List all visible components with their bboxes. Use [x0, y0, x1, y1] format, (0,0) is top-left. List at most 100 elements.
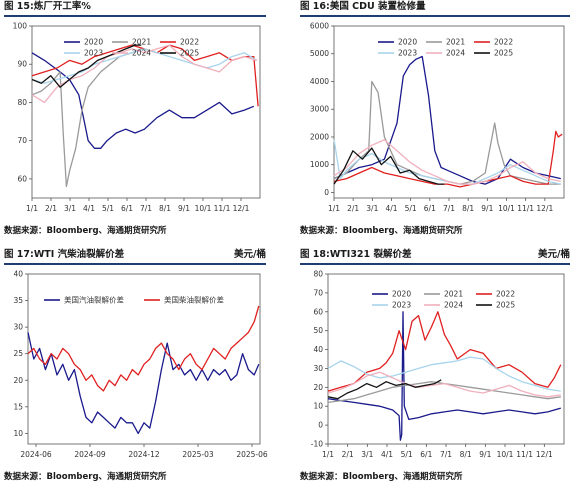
y-tick-label: 50: [313, 326, 323, 335]
series-line-2025: [31, 44, 142, 88]
series-line-2022: [327, 311, 562, 392]
x-tick-label: 3/1: [64, 204, 76, 213]
legend-label: 2025: [494, 49, 513, 58]
data-source: 数据来源：Bloomberg、海通期货研究所: [300, 472, 463, 482]
legend-label: 2025: [180, 49, 199, 58]
x-tick-label: 11/1: [214, 204, 231, 213]
series-line-2024: [327, 371, 561, 398]
series-line-2025: [333, 147, 445, 185]
series-line-2023: [31, 48, 258, 84]
legend-label: 2020: [398, 38, 417, 47]
x-tick-label: 5/1: [102, 204, 114, 213]
chart-panel-refinery-utilization: 图 15:炼厂开工率% 60 70 80 90 100 1/1 2/1 3/1 4/1 5/1 6/…: [4, 0, 266, 240]
series-line-美国柴油裂解价差: [27, 305, 260, 392]
x-tick-label: 4/1: [83, 204, 95, 213]
x-tick-label: 8/1: [159, 204, 171, 213]
y-tick-label: 30: [13, 323, 23, 332]
x-tick-label: 3/1: [366, 204, 378, 213]
legend-label: 2024: [132, 49, 151, 58]
title-rule: [4, 263, 266, 265]
chart-panel-wti-gasoline-diesel-crack: 图 17:WTI 汽柴油裂解价差 美元/桶 10 15 20 25 30 35 40 2024…: [4, 248, 268, 484]
legend-label: 2022: [180, 38, 199, 47]
x-tick-label: 8/1: [462, 204, 474, 213]
x-tick-label: 2/1: [347, 204, 359, 213]
y-tick-label: 6000: [310, 22, 329, 31]
panel-title: 图 15:炼厂开工率%: [4, 1, 91, 12]
x-tick-label: 2/1: [342, 450, 354, 459]
legend-label: 2025: [496, 301, 515, 310]
x-tick-label: 6/1: [121, 204, 133, 213]
unit-label: 美元/桶: [234, 249, 266, 260]
x-tick-label: 7/1: [440, 450, 452, 459]
legend-label: 2021: [132, 38, 151, 47]
series-line-2023: [327, 356, 561, 392]
series-line-2024: [333, 139, 561, 185]
x-tick-label: 9/1: [481, 204, 493, 213]
legend-label: 美国汽油裂解价差: [64, 295, 124, 305]
y-tick-label: 70: [313, 288, 323, 297]
x-tick-label: 3/1: [361, 450, 373, 459]
x-tick-label: 1/1: [328, 204, 340, 213]
title-rule: [300, 15, 570, 17]
x-tick-label: 4/1: [385, 204, 397, 213]
legend-label: 2024: [446, 49, 465, 58]
title-rule: [300, 263, 570, 265]
legend-label: 2020: [84, 38, 103, 47]
legend-label: 2023: [84, 49, 103, 58]
y-tick-label: 35: [13, 296, 23, 305]
panel-title: 图 17:WTI 汽柴油裂解价差: [4, 249, 125, 260]
x-tick-label: 6/1: [424, 204, 436, 213]
x-tick-label: 9/1: [178, 204, 190, 213]
y-tick-label: 4000: [310, 77, 329, 86]
y-tick-label: 3000: [310, 105, 329, 114]
legend-label: 2024: [444, 301, 463, 310]
series-line-2021: [31, 48, 142, 188]
series-line-美国汽油裂解价差: [27, 332, 260, 435]
series-line-2025: [327, 379, 442, 400]
x-tick-label: 1/1: [26, 204, 38, 213]
y-tick-label: 10: [13, 429, 23, 438]
x-tick-label: 8/1: [460, 450, 472, 459]
data-source: 数据来源：Bloomberg、海通期货研究所: [4, 472, 167, 482]
legend-label: 2020: [392, 290, 411, 299]
x-tick-label: 2025-06: [236, 450, 268, 459]
series-line-2020: [31, 52, 255, 149]
y-tick-label: 1000: [310, 160, 329, 169]
x-tick-label: 1/1: [322, 450, 334, 459]
chart-panel-wti321-crack: 图 18:WTI321 裂解价差 美元/桶 -10 0 10 20 30 40 50 60 70…: [300, 248, 570, 484]
legend-label: 美国柴油裂解价差: [164, 295, 224, 305]
legend-label: 2023: [392, 301, 411, 310]
x-tick-label: 12/1: [536, 450, 553, 459]
line-chart: 0 1000 2000 3000 4000 5000 6000 1/1 2/1 3/1 4/1 5/1…: [310, 22, 565, 213]
y-tick-label: 90: [17, 60, 27, 69]
legend-label: 2021: [446, 38, 465, 47]
x-tick-label: 5/1: [401, 450, 413, 459]
y-tick-label: 70: [17, 136, 27, 145]
data-source: 数据来源：Bloomberg、海通期货研究所: [4, 226, 167, 236]
y-tick-label: 30: [313, 364, 323, 373]
y-tick-label: 0: [324, 188, 329, 197]
x-tick-label: 7/1: [443, 204, 455, 213]
chart-panel-cdu-maintenance: 图 16:美国 CDU 装置检修量 0 1000 2000 3000 4000 5000 6…: [300, 0, 570, 240]
line-chart: 10 15 20 25 30 35 40 2024-06 2024-09 2024-12 2025-…: [13, 270, 268, 460]
x-tick-label: 9/1: [479, 450, 491, 459]
y-tick-label: 40: [313, 345, 323, 354]
y-tick-label: 100: [13, 22, 28, 31]
x-tick-label: 2024-06: [20, 450, 52, 459]
x-tick-label: 2025-03: [182, 450, 214, 459]
panel-title: 图 16:美国 CDU 装置检修量: [300, 1, 426, 12]
x-tick-label: 2024-09: [74, 450, 106, 459]
line-chart: 60 70 80 90 100 1/1 2/1 3/1 4/1 5/1 6/1 7/1 8/1 9/1 10…: [13, 22, 261, 213]
legend-label: 2023: [398, 49, 417, 58]
y-tick-label: 80: [313, 270, 323, 279]
panel-title: 图 18:WTI321 裂解价差: [300, 249, 412, 260]
series-line-2020: [333, 55, 561, 185]
x-tick-label: 5/1: [405, 204, 417, 213]
legend-label: 2021: [444, 290, 463, 299]
legend-label: 2022: [496, 290, 515, 299]
data-source: 数据来源：Bloomberg、海通期货研究所: [300, 226, 463, 236]
plot-frame: [327, 273, 565, 445]
x-tick-label: 11/1: [516, 450, 533, 459]
x-tick-label: 2024-12: [128, 450, 160, 459]
y-tick-label: 40: [13, 270, 23, 279]
